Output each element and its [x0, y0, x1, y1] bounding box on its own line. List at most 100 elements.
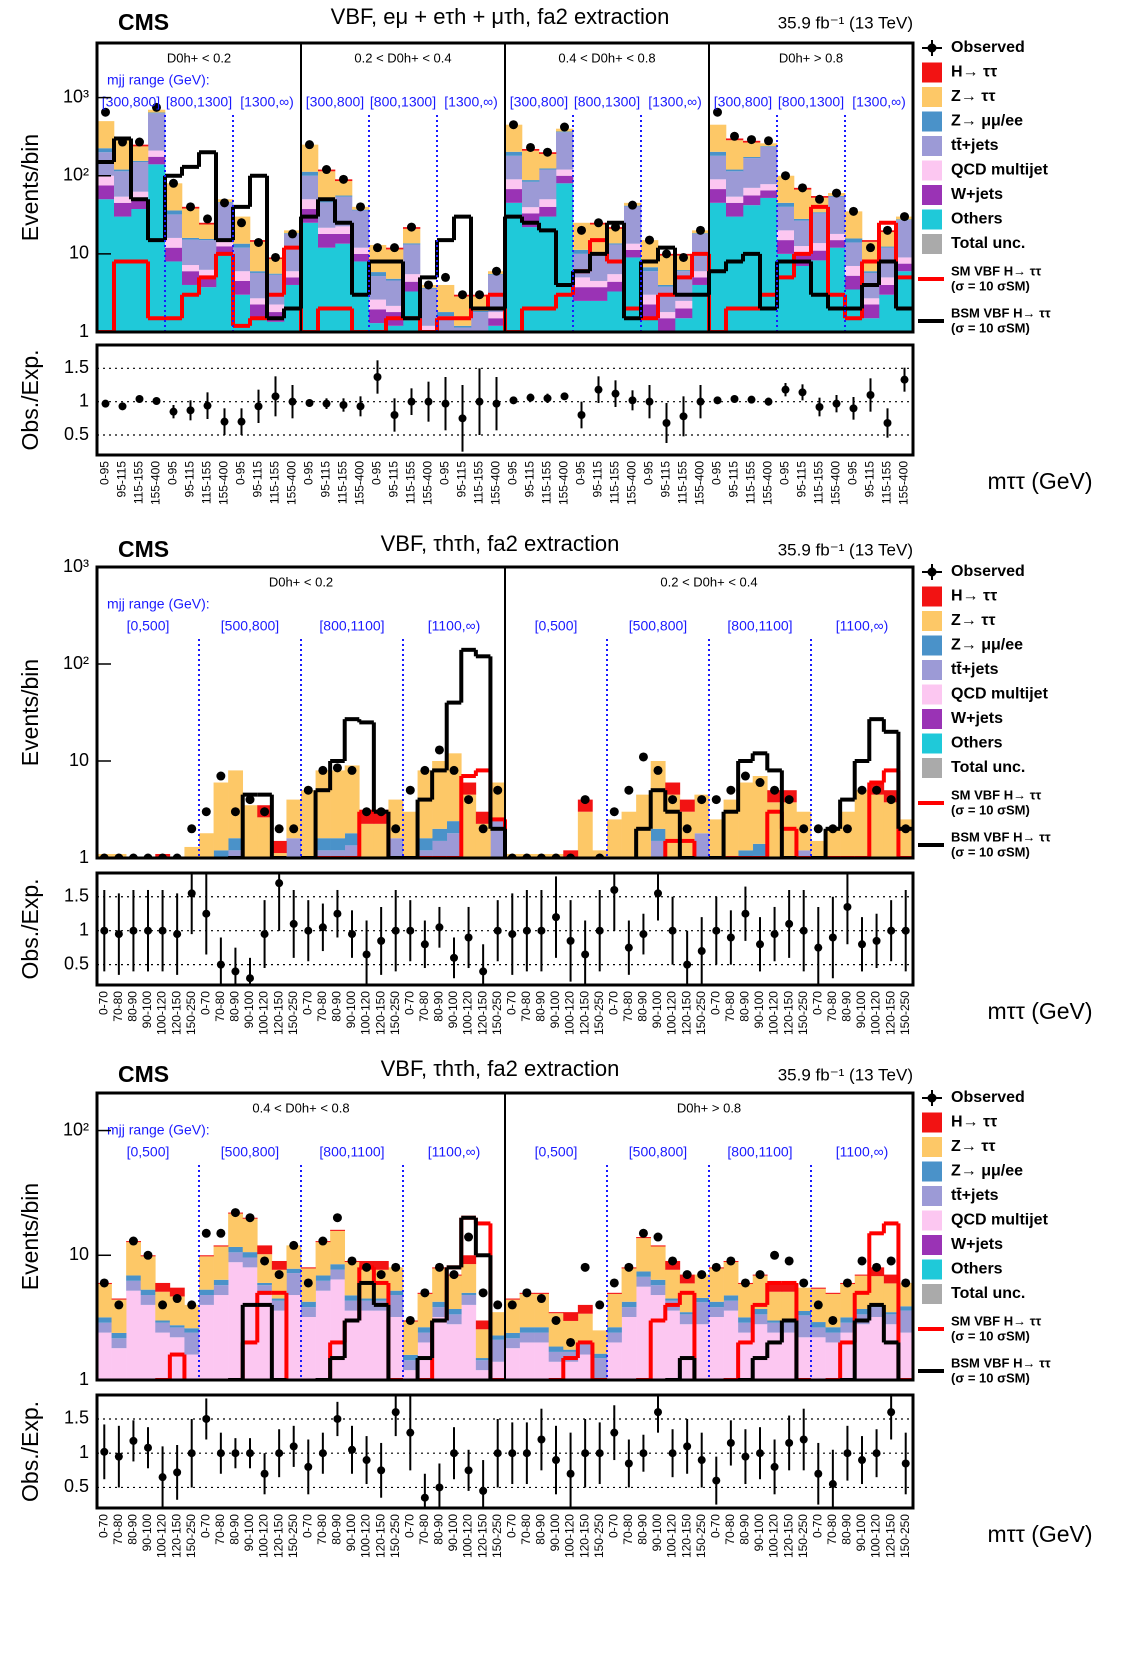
bar-segment — [573, 300, 591, 332]
observed-point — [339, 174, 348, 184]
ratio-point — [814, 943, 823, 952]
bar-segment — [271, 1260, 287, 1270]
bar-segment — [359, 1300, 375, 1311]
bar-segment — [539, 168, 557, 170]
x-tick-label: 95-115 — [863, 461, 877, 498]
mjj-label: [800,1300] — [778, 94, 844, 110]
bar-segment — [539, 206, 557, 217]
plot-area — [97, 1208, 913, 1380]
bar-segment — [709, 189, 727, 203]
ratio-point — [697, 1456, 706, 1465]
observed-point — [274, 824, 284, 834]
bar-segment — [590, 255, 608, 281]
bar-segment — [301, 199, 319, 210]
bar-segment — [522, 181, 540, 208]
bar-segment — [97, 175, 115, 186]
x-tick-label: 90-100 — [548, 991, 562, 1029]
observed-point — [230, 1208, 240, 1218]
ratio-point — [144, 1443, 152, 1452]
ratio-point — [828, 1480, 837, 1489]
bar-segment — [199, 224, 217, 239]
y-tick-label: 1 — [79, 1442, 89, 1462]
bar-segment — [522, 213, 540, 228]
ratio-point — [260, 930, 269, 939]
bar-segment — [126, 1290, 142, 1380]
bar-segment — [271, 1298, 287, 1301]
bar-segment — [97, 1322, 112, 1333]
x-tick-label: 80-90 — [636, 991, 650, 1022]
bar-segment — [111, 1298, 127, 1300]
bar-segment — [257, 817, 273, 858]
x-tick-label: 100-120 — [869, 1514, 883, 1558]
observed-point — [245, 1213, 255, 1223]
x-tick-label: 155-400 — [489, 461, 503, 505]
observed-point — [458, 290, 467, 300]
legend-swatch — [922, 684, 942, 705]
x-tick-label: 155-400 — [557, 461, 571, 505]
x-tick-label: 95-115 — [795, 461, 809, 498]
bar-segment — [126, 1242, 142, 1276]
bar-segment — [743, 195, 761, 206]
y-axis-title: Obs./Exp. — [17, 879, 43, 980]
bar-segment — [869, 1307, 885, 1317]
bar-segment — [519, 1293, 535, 1328]
ratio-point — [406, 926, 415, 935]
bar-segment — [539, 199, 557, 207]
bar-segment — [556, 132, 574, 170]
ratio-point — [887, 1408, 896, 1417]
observed-point — [594, 218, 603, 228]
x-tick-label: 115-155 — [268, 461, 282, 504]
frame — [95, 1393, 915, 1510]
ratio-point — [118, 402, 127, 411]
x-tick-label: 120-150 — [475, 1514, 489, 1558]
bar-segment — [896, 257, 913, 264]
legend-swatch — [922, 1284, 942, 1304]
x-axis-title: mττ (GeV) — [987, 998, 1092, 1024]
bar-segment — [621, 1268, 637, 1302]
bar-segment — [344, 845, 360, 858]
x-tick-label: 95-115 — [251, 461, 265, 498]
legend-label: H→ ττ — [951, 64, 997, 81]
observed-point — [813, 1300, 823, 1310]
legend-label: QCD multijet — [951, 162, 1049, 179]
bar-segment — [242, 1252, 258, 1258]
bar-segment — [369, 272, 387, 277]
bar-segment — [811, 250, 829, 261]
legend-label: SM VBF H→ ττ — [951, 263, 1042, 278]
bar-segment — [344, 1310, 360, 1380]
observed-point — [362, 807, 372, 817]
bar-segment — [675, 255, 693, 271]
bar-segment — [286, 1273, 302, 1296]
x-tick-label: 120-150 — [679, 991, 693, 1035]
bar-segment — [534, 1332, 550, 1343]
bar-segment — [475, 823, 491, 858]
legend-label: (σ = 10 σSM) — [951, 802, 1030, 817]
x-tick-label: 0-95 — [98, 461, 112, 485]
legend-swatch — [922, 111, 942, 132]
bar-segment — [794, 218, 812, 221]
bar-segment — [432, 1301, 448, 1308]
bar-segment — [592, 1353, 608, 1359]
ratio-point — [479, 967, 488, 976]
observed-point — [318, 765, 328, 775]
observed-point — [478, 824, 488, 834]
observed-point — [143, 1250, 153, 1260]
bar-segment — [862, 298, 880, 305]
bar-segment — [301, 1316, 316, 1380]
bar-segment — [607, 1332, 622, 1343]
observed-point — [886, 795, 896, 805]
ratio-point — [158, 926, 167, 935]
ratio-point — [726, 933, 735, 942]
bar-segment — [140, 1256, 156, 1290]
bar-segment — [845, 242, 863, 266]
legend-label: SM VBF H→ ττ — [951, 787, 1042, 802]
mjj-label: [0,500] — [535, 618, 578, 634]
bar-segment — [811, 260, 829, 332]
bar-segment — [724, 880, 739, 912]
bar-segment — [845, 238, 863, 243]
bar-segment — [114, 171, 132, 197]
bar-segment — [777, 230, 795, 241]
mjj-label: [300,800] — [306, 94, 364, 110]
ratio-point — [901, 926, 910, 935]
bar-segment — [475, 1320, 491, 1330]
